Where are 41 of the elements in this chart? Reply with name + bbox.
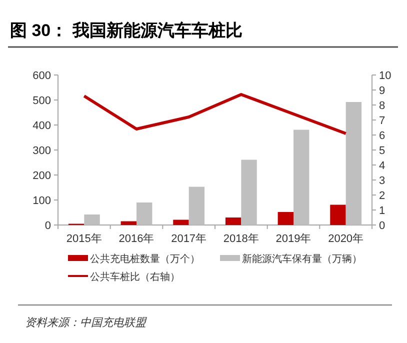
y2-tick-label: 2 bbox=[379, 190, 386, 202]
legend-label: 公共车桩比（右轴） bbox=[90, 271, 180, 283]
bar bbox=[84, 214, 100, 225]
legend-label: 公共充电桩数量（万个） bbox=[90, 253, 200, 265]
y2-tick-label: 10 bbox=[379, 70, 392, 82]
y-tick-label: 300 bbox=[32, 145, 51, 157]
y-tick-label: 200 bbox=[32, 170, 51, 182]
bar bbox=[173, 220, 189, 225]
bar bbox=[120, 221, 136, 225]
x-tick-label: 2018年 bbox=[223, 233, 259, 245]
y2-tick-label: 0 bbox=[379, 220, 386, 232]
y2-tick-label: 5 bbox=[379, 145, 386, 157]
bar bbox=[346, 102, 362, 225]
x-tick-label: 2016年 bbox=[118, 233, 154, 245]
y2-tick-label: 3 bbox=[379, 175, 386, 187]
y2-tick-label: 1 bbox=[379, 205, 386, 217]
bar bbox=[241, 160, 257, 225]
bar bbox=[294, 130, 310, 225]
chart-title: 图 30： 我国新能源汽车车桩比 bbox=[10, 21, 242, 40]
x-tick-label: 2019年 bbox=[276, 233, 312, 245]
y-tick-label: 100 bbox=[32, 195, 51, 207]
x-tick-label: 2020年 bbox=[328, 233, 364, 245]
y2-tick-label: 4 bbox=[379, 160, 386, 172]
bar bbox=[136, 202, 152, 225]
line-series bbox=[82, 93, 348, 135]
y2-tick-label: 7 bbox=[379, 115, 386, 127]
y2-tick-label: 9 bbox=[379, 85, 386, 97]
y-tick-label: 0 bbox=[44, 220, 51, 232]
text: 资料来源：中国充电联盟 bbox=[25, 316, 147, 329]
bar bbox=[225, 218, 242, 225]
y-tick-label: 600 bbox=[32, 70, 51, 82]
x-tick-label: 2015年 bbox=[66, 233, 102, 245]
y2-tick-label: 6 bbox=[379, 130, 386, 142]
x-tick-label: 2017年 bbox=[171, 233, 207, 245]
bar bbox=[278, 212, 294, 225]
bar bbox=[330, 204, 346, 225]
y2-tick-label: 8 bbox=[379, 100, 386, 112]
y-tick-label: 400 bbox=[32, 120, 51, 132]
legend-label: 新能源汽车保有量（万辆） bbox=[242, 253, 362, 265]
bar bbox=[188, 186, 205, 225]
y-tick-label: 500 bbox=[32, 95, 51, 107]
